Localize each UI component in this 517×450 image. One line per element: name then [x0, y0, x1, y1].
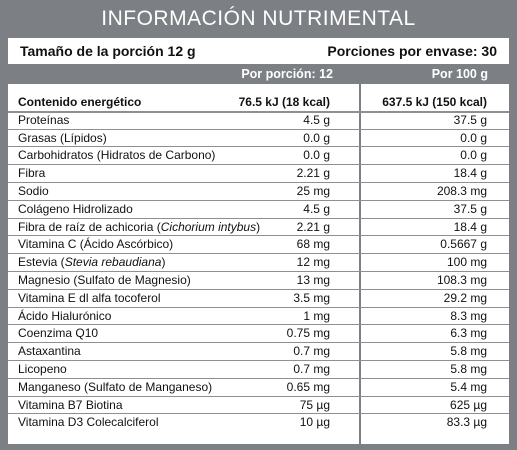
panel-title: INFORMACIÓN NUTRIMENTAL [101, 7, 416, 30]
nutrient-label: Astaxantina [18, 344, 81, 359]
nutrient-label-text: Estevia ( [18, 255, 65, 270]
value-per-portion: 25 mg [296, 183, 330, 198]
nutrient-label: Licopeno [18, 361, 67, 376]
value-per-100g: 637.5 kJ (150 kcal) [382, 95, 487, 109]
column-header-per-portion: Por porción: 12 g [241, 67, 333, 97]
table-row: Proteínas 4.5 g 37.5 g [8, 112, 509, 130]
value-per-portion: 68 mg [296, 237, 330, 252]
value-per-100g: 18.4 g [453, 219, 487, 234]
table-row: Fibra de raíz de achicoria (Cichorium in… [8, 219, 509, 237]
value-per-portion: 13 mg [296, 272, 330, 287]
nutrient-label-text: ) [256, 219, 261, 234]
table-row: Grasas (Lípidos) 0.0 g 0.0 g [8, 130, 509, 148]
nutrient-label: Vitamina B7 Biotina [18, 397, 123, 412]
table-row: Vitamina B7 Biotina 75 µg 625 µg [8, 397, 509, 415]
nutrition-rows: Contenido energético 76.5 kJ (18 kcal) 637… [8, 94, 509, 432]
table-row: Ácido Hialurónico 1 mg 8.3 mg [8, 308, 509, 326]
value-per-100g: 0.0 g [460, 130, 487, 145]
value-per-100g: 5.8 mg [450, 361, 487, 376]
nutrient-label: Vitamina D3 Colecalciferol [18, 415, 159, 430]
value-per-100g: 100 mg [446, 255, 487, 270]
nutrient-label-text: Fibra de raíz de achicoria ( [18, 219, 161, 234]
nutrient-label: Vitamina C (Ácido Ascórbico) [18, 237, 174, 252]
value-per-portion: 0.75 mg [286, 326, 330, 341]
table-row: Estevia (Stevia rebaudiana) 12 mg 100 mg [8, 254, 509, 272]
nutrient-scientific-name: Stevia rebaudiana [64, 255, 162, 270]
table-row: Astaxantina 0.7 mg 5.8 mg [8, 343, 509, 361]
value-per-portion: 10 µg [299, 415, 330, 430]
value-per-portion: 75 µg [299, 397, 330, 412]
table-row: Carbohidratos (Hidratos de Carbono) 0.0 g… [8, 147, 509, 166]
value-per-portion: 0.0 g [303, 148, 330, 163]
servings-per-container: Porciones por envase: 30 [327, 43, 497, 59]
table-row: Vitamina C (Ácido Ascórbico) 68 mg 0.5667 … [8, 236, 509, 255]
value-per-portion: 3.5 mg [293, 290, 330, 305]
portion-bar: Tamaño de la porción 12 g Porciones por … [8, 38, 509, 64]
nutrient-label: Sodio [18, 183, 49, 198]
nutrient-label: Ácido Hialurónico [18, 308, 112, 323]
nutrient-label: Magnesio (Sulfato de Magnesio) [18, 272, 191, 287]
nutrient-label: Grasas (Lípidos) [18, 130, 107, 145]
nutrient-label: Colágeno Hidrolizado [18, 201, 133, 216]
value-per-100g: 5.4 mg [450, 379, 487, 394]
value-per-100g: 37.5 g [453, 112, 487, 127]
table-row: Magnesio (Sulfato de Magnesio) 13 mg 108.3… [8, 272, 509, 290]
value-per-100g: 208.3 mg [436, 183, 487, 198]
value-per-100g: 108.3 mg [436, 272, 487, 287]
value-per-100g: 8.3 mg [450, 308, 487, 323]
nutrient-label: Coenzima Q10 [18, 326, 99, 341]
nutrient-label: Proteínas [18, 112, 70, 127]
value-per-portion: 0.7 mg [293, 344, 330, 359]
value-per-100g: 37.5 g [453, 201, 487, 216]
table-row: Licopeno 0.7 mg 5.8 mg [8, 361, 509, 379]
value-per-100g: 18.4 g [453, 166, 487, 181]
value-per-100g: 29.2 mg [443, 290, 487, 305]
value-per-portion: 12 mg [296, 255, 330, 270]
energy-row: Contenido energético 76.5 kJ (18 kcal) 637… [8, 94, 509, 113]
value-per-100g: 0.0 g [460, 148, 487, 163]
value-per-portion: 76.5 kJ (18 kcal) [238, 95, 330, 109]
table-row: Fibra 2.21 g 18.4 g [8, 165, 509, 183]
table-row: Sodio 25 mg 208.3 mg [8, 183, 509, 201]
nutrient-label: Contenido energético [18, 95, 142, 109]
column-divider [359, 84, 361, 444]
nutrient-label: Fibra de raíz de achicoria (Cichorium in… [18, 219, 260, 237]
nutrient-label: Vitamina E dl alfa tocoferol [18, 290, 161, 305]
nutrition-table [8, 84, 509, 444]
nutrient-scientific-name: Cichorium intybus [160, 219, 257, 234]
value-per-portion: 0.7 mg [293, 361, 330, 376]
value-per-portion: 1 mg [303, 308, 330, 323]
value-per-portion: 0.0 g [303, 130, 330, 145]
value-per-portion: 4.5 g [303, 201, 330, 216]
nutrient-label-text: ) [161, 255, 166, 270]
nutrient-label: Carbohidratos (Hidratos de Carbono) [18, 148, 216, 163]
nutrient-label: Estevia (Stevia rebaudiana) [18, 254, 165, 272]
table-row: Manganeso (Sulfato de Manganeso) 0.65 mg 5… [8, 379, 509, 397]
value-per-portion: 2.21 g [296, 219, 330, 234]
value-per-100g: 83.3 µg [446, 415, 487, 430]
table-row: Vitamina E dl alfa tocoferol 3.5 mg 29.2 m… [8, 290, 509, 308]
value-per-100g: 0.5667 g [440, 237, 487, 252]
value-per-portion: 2.21 g [296, 166, 330, 181]
value-per-100g: 5.8 mg [450, 344, 487, 359]
nutrient-label: Fibra [18, 166, 46, 181]
nutrient-label: Manganeso (Sulfato de Manganeso) [18, 379, 213, 394]
portion-size: Tamaño de la porción 12 g [20, 43, 196, 59]
table-row: Coenzima Q10 0.75 mg 6.3 mg [8, 325, 509, 344]
value-per-portion: 4.5 g [303, 112, 330, 127]
value-per-portion: 0.65 mg [286, 379, 330, 394]
table-row: Colágeno Hidrolizado 4.5 g 37.5 g [8, 201, 509, 219]
table-row: Vitamina D3 Colecalciferol 10 µg 83.3 µg [8, 414, 509, 432]
value-per-100g: 625 µg [450, 397, 487, 412]
value-per-100g: 6.3 mg [450, 326, 487, 341]
column-header-per-100g: Por 100 g [431, 67, 488, 81]
